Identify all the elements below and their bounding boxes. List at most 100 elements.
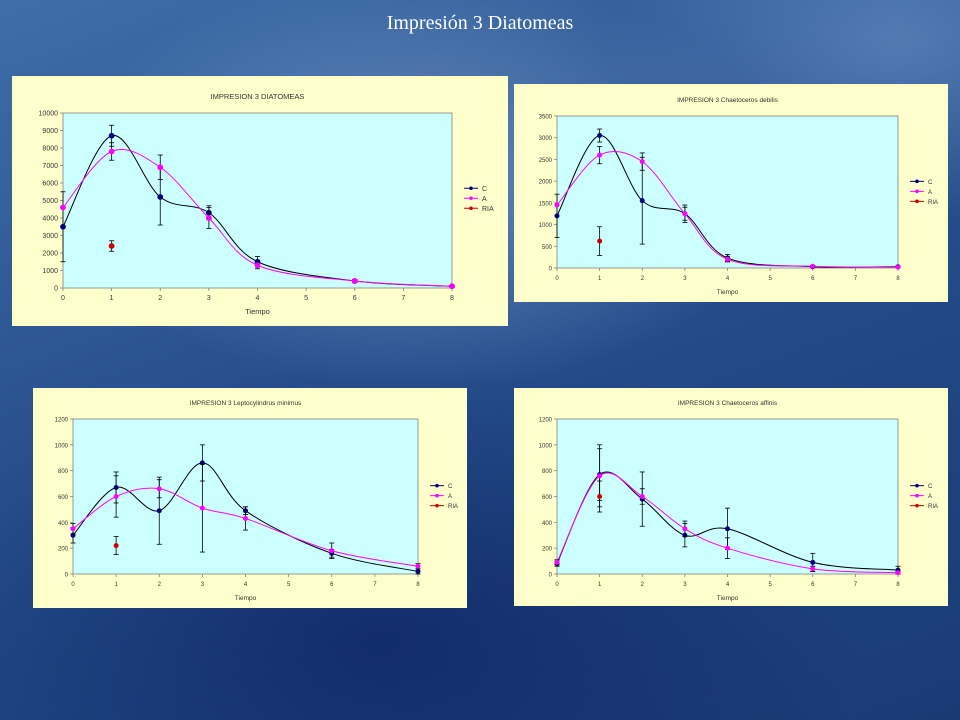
chart-panel-chaetoceros-debilis: IMPRESION 3 Chaetoceros debilis 0 500 1000 1… [514,84,948,302]
x-tick-label: 1 [114,582,118,588]
data-point [254,262,261,269]
y-tick-label: 1000 [55,443,69,449]
legend-label: C [928,180,933,186]
data-point [108,148,115,155]
x-tick-label: 2 [641,582,645,588]
chart-panel-leptocylindrus-minimus: IMPRESION 3 Leptocylindrus minimus 0 200 40… [33,388,467,608]
y-tick-label: 8000 [42,146,58,153]
y-tick-label: 0 [549,573,553,579]
y-tick-label: 2000 [42,251,58,258]
y-tick-label: 0 [65,573,69,579]
x-tick-label: 0 [61,295,65,302]
legend-label: A [448,494,452,500]
legend-marker [469,206,473,211]
x-tick-label: 2 [641,276,645,282]
data-point [810,566,816,572]
data-point [597,473,603,479]
legend-marker [469,186,473,191]
x-tick-label: 7 [854,582,858,588]
data-point [157,194,164,200]
legend-label: RIA [928,200,938,206]
legend-label: C [928,484,933,490]
legend-label: C [448,484,453,490]
data-point [895,264,901,270]
x-tick-label: 8 [416,582,420,588]
data-point [810,559,816,565]
y-tick-label: 400 [58,521,69,527]
x-tick-label: 6 [811,276,815,282]
x-tick-label: 6 [353,295,357,302]
data-point [725,256,730,262]
data-point [157,164,164,171]
x-tick-label: 4 [244,582,248,588]
data-point [725,526,730,532]
data-point [449,283,455,290]
x-tick-label: 4 [256,295,260,302]
data-point [639,198,645,204]
y-tick-label: 200 [542,547,553,553]
x-tick-label: 8 [450,295,454,302]
data-point [810,263,816,269]
data-point [108,243,115,249]
y-tick-label: 10000 [39,111,59,118]
chart-chaetoceros-debilis: IMPRESION 3 Chaetoceros debilis 0 500 1000 1… [539,97,938,296]
y-tick-label: 9000 [42,128,58,135]
y-tick-label: 1500 [539,201,553,207]
series-ria [113,536,119,556]
series-a [554,146,901,270]
data-point [554,213,560,219]
chart-title: IMPRESION 3 Chaetoceros affinis [678,400,778,407]
legend-label: RIA [448,504,458,510]
y-tick-label: 1200 [55,418,69,424]
x-axis-label: Tiempo [245,307,270,316]
x-tick-label: 0 [555,582,559,588]
data-point [682,211,688,217]
y-tick-label: 600 [58,495,69,501]
y-tick-label: 500 [542,245,553,251]
x-tick-label: 5 [304,295,308,302]
legend-marker [915,493,919,498]
legend-label: C [482,186,487,193]
x-tick-label: 7 [401,295,405,302]
x-tick-label: 8 [896,582,900,588]
x-tick-label: 4 [726,582,730,588]
legend-label: A [928,190,932,196]
plot-area [556,115,899,269]
data-point [597,238,603,244]
y-tick-label: 1000 [539,223,553,229]
series-ria [597,480,603,513]
y-tick-label: 0 [549,267,553,273]
y-tick-label: 1000 [539,443,553,449]
legend-label: RIA [482,206,494,213]
legend-marker [469,196,473,201]
y-tick-label: 2500 [539,158,553,164]
x-tick-label: 3 [201,582,205,588]
x-tick-label: 5 [768,276,772,282]
x-tick-label: 3 [683,276,687,282]
data-point [895,570,901,576]
x-tick-label: 3 [683,582,687,588]
data-point [415,563,421,569]
legend-marker [915,189,919,194]
x-tick-label: 4 [726,276,730,282]
plot-area [72,418,419,575]
data-point [156,486,162,492]
y-tick-label: 7000 [42,163,58,170]
y-tick-label: 1000 [42,268,58,275]
chart-diatomeas: IMPRESION 3 DIATOMEAS0100020003000400050… [39,92,494,316]
data-point [243,515,248,521]
data-point [597,494,603,499]
legend-label: A [482,196,487,203]
series-a [70,463,421,570]
y-tick-label: 5000 [42,198,58,205]
legend-marker [435,483,439,488]
legend-marker [915,179,919,184]
x-tick-label: 6 [330,582,334,588]
x-axis-label: Tiempo [717,595,739,602]
series-ria [108,240,115,252]
x-axis-label: Tiempo [717,289,739,296]
legend-marker [915,199,919,204]
legend-label: RIA [928,504,938,510]
x-tick-label: 1 [598,276,602,282]
data-point [554,202,560,208]
